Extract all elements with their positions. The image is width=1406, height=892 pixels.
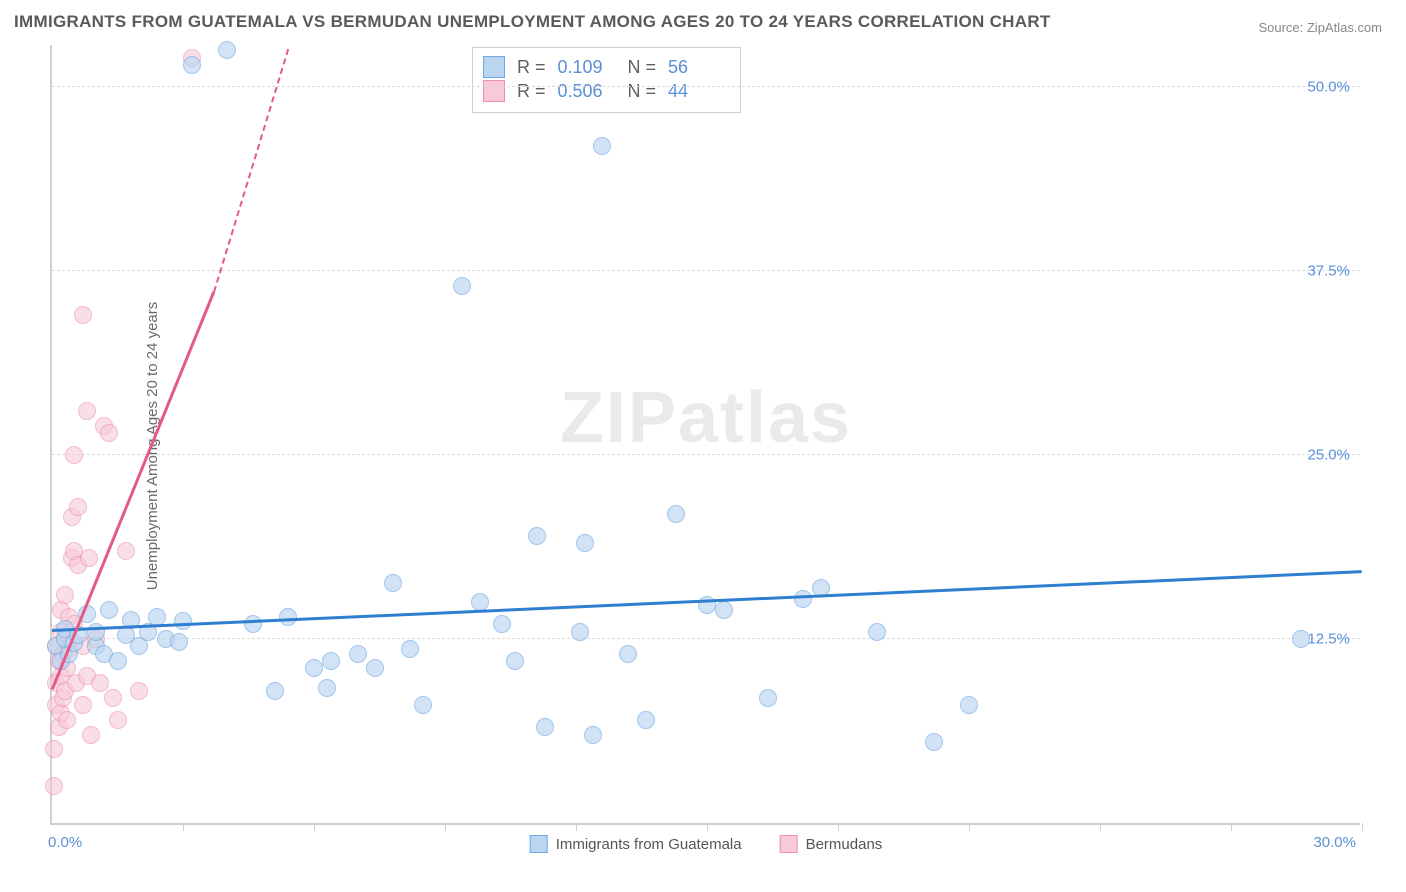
y-tick-label: 37.5%	[1307, 263, 1350, 280]
pink-point	[91, 674, 109, 692]
blue-point	[174, 612, 192, 630]
pink-point	[69, 498, 87, 516]
gridline	[52, 270, 1360, 271]
blue-point	[414, 696, 432, 714]
blue-point	[528, 527, 546, 545]
watermark-text: ZIPatlas	[560, 377, 852, 459]
x-tick	[314, 823, 315, 831]
swatch-pink	[483, 80, 505, 102]
blue-point	[384, 574, 402, 592]
blue-point	[794, 590, 812, 608]
legend-label-blue: Immigrants from Guatemala	[556, 836, 742, 853]
blue-point	[593, 137, 611, 155]
y-tick-label: 50.0%	[1307, 79, 1350, 96]
r-value-pink: 0.506	[558, 81, 616, 102]
pink-point	[109, 711, 127, 729]
swatch-blue-small	[530, 835, 548, 853]
x-tick	[445, 823, 446, 831]
y-tick-label: 25.0%	[1307, 447, 1350, 464]
blue-point	[1292, 630, 1310, 648]
blue-point	[536, 718, 554, 736]
x-tick	[1231, 823, 1232, 831]
blue-point	[571, 623, 589, 641]
legend-stats-box: R = 0.109 N = 56 R = 0.506 N = 44	[472, 47, 741, 113]
blue-point	[667, 505, 685, 523]
pink-point	[80, 549, 98, 567]
pink-point	[65, 446, 83, 464]
blue-point	[619, 645, 637, 663]
x-tick	[969, 823, 970, 831]
swatch-blue	[483, 56, 505, 78]
blue-point	[715, 601, 733, 619]
blue-point	[453, 277, 471, 295]
blue-point	[584, 726, 602, 744]
y-tick-label: 12.5%	[1307, 631, 1350, 648]
source-label: Source: ZipAtlas.com	[1258, 20, 1382, 35]
x-tick	[1100, 823, 1101, 831]
legend-item-pink: Bermudans	[780, 835, 883, 853]
blue-point	[266, 682, 284, 700]
pink-point	[74, 696, 92, 714]
blue-point	[183, 56, 201, 74]
pink-point	[45, 740, 63, 758]
r-value-blue: 0.109	[558, 57, 616, 78]
blue-point	[218, 41, 236, 59]
x-axis-min-label: 0.0%	[48, 834, 82, 851]
legend-stats-row-pink: R = 0.506 N = 44	[483, 80, 726, 102]
blue-point	[109, 652, 127, 670]
blue-point	[100, 601, 118, 619]
blue-point	[960, 696, 978, 714]
blue-point	[170, 633, 188, 651]
blue-point	[506, 652, 524, 670]
x-tick	[707, 823, 708, 831]
scatter-plot-area: ZIPatlas R = 0.109 N = 56 R = 0.506 N = …	[50, 45, 1360, 825]
trend-line	[52, 570, 1362, 631]
blue-point	[366, 659, 384, 677]
x-axis-max-label: 30.0%	[1313, 834, 1356, 851]
blue-point	[401, 640, 419, 658]
blue-point	[87, 623, 105, 641]
pink-point	[56, 586, 74, 604]
legend-stats-row-blue: R = 0.109 N = 56	[483, 56, 726, 78]
blue-point	[576, 534, 594, 552]
chart-title: IMMIGRANTS FROM GUATEMALA VS BERMUDAN UN…	[14, 12, 1051, 32]
blue-point	[279, 608, 297, 626]
x-tick	[838, 823, 839, 831]
blue-point	[322, 652, 340, 670]
pink-point	[58, 711, 76, 729]
x-tick	[183, 823, 184, 831]
r-label: R =	[517, 81, 546, 102]
pink-point	[100, 424, 118, 442]
gridline	[52, 86, 1360, 87]
pink-point	[130, 682, 148, 700]
blue-point	[349, 645, 367, 663]
pink-point	[74, 306, 92, 324]
x-tick	[576, 823, 577, 831]
blue-point	[925, 733, 943, 751]
blue-point	[318, 679, 336, 697]
gridline	[52, 638, 1360, 639]
pink-point	[117, 542, 135, 560]
swatch-pink-small	[780, 835, 798, 853]
blue-point	[493, 615, 511, 633]
legend-item-blue: Immigrants from Guatemala	[530, 835, 742, 853]
blue-point	[305, 659, 323, 677]
pink-point	[78, 402, 96, 420]
legend-bottom: Immigrants from Guatemala Bermudans	[530, 835, 883, 853]
pink-point	[45, 777, 63, 795]
r-label: R =	[517, 57, 546, 78]
blue-point	[637, 711, 655, 729]
n-label: N =	[628, 81, 657, 102]
blue-point	[759, 689, 777, 707]
pink-point	[104, 689, 122, 707]
pink-point	[82, 726, 100, 744]
blue-point	[244, 615, 262, 633]
n-value-blue: 56	[668, 57, 726, 78]
n-label: N =	[628, 57, 657, 78]
gridline	[52, 454, 1360, 455]
blue-point	[868, 623, 886, 641]
x-tick	[1362, 823, 1363, 831]
n-value-pink: 44	[668, 81, 726, 102]
legend-label-pink: Bermudans	[806, 836, 883, 853]
